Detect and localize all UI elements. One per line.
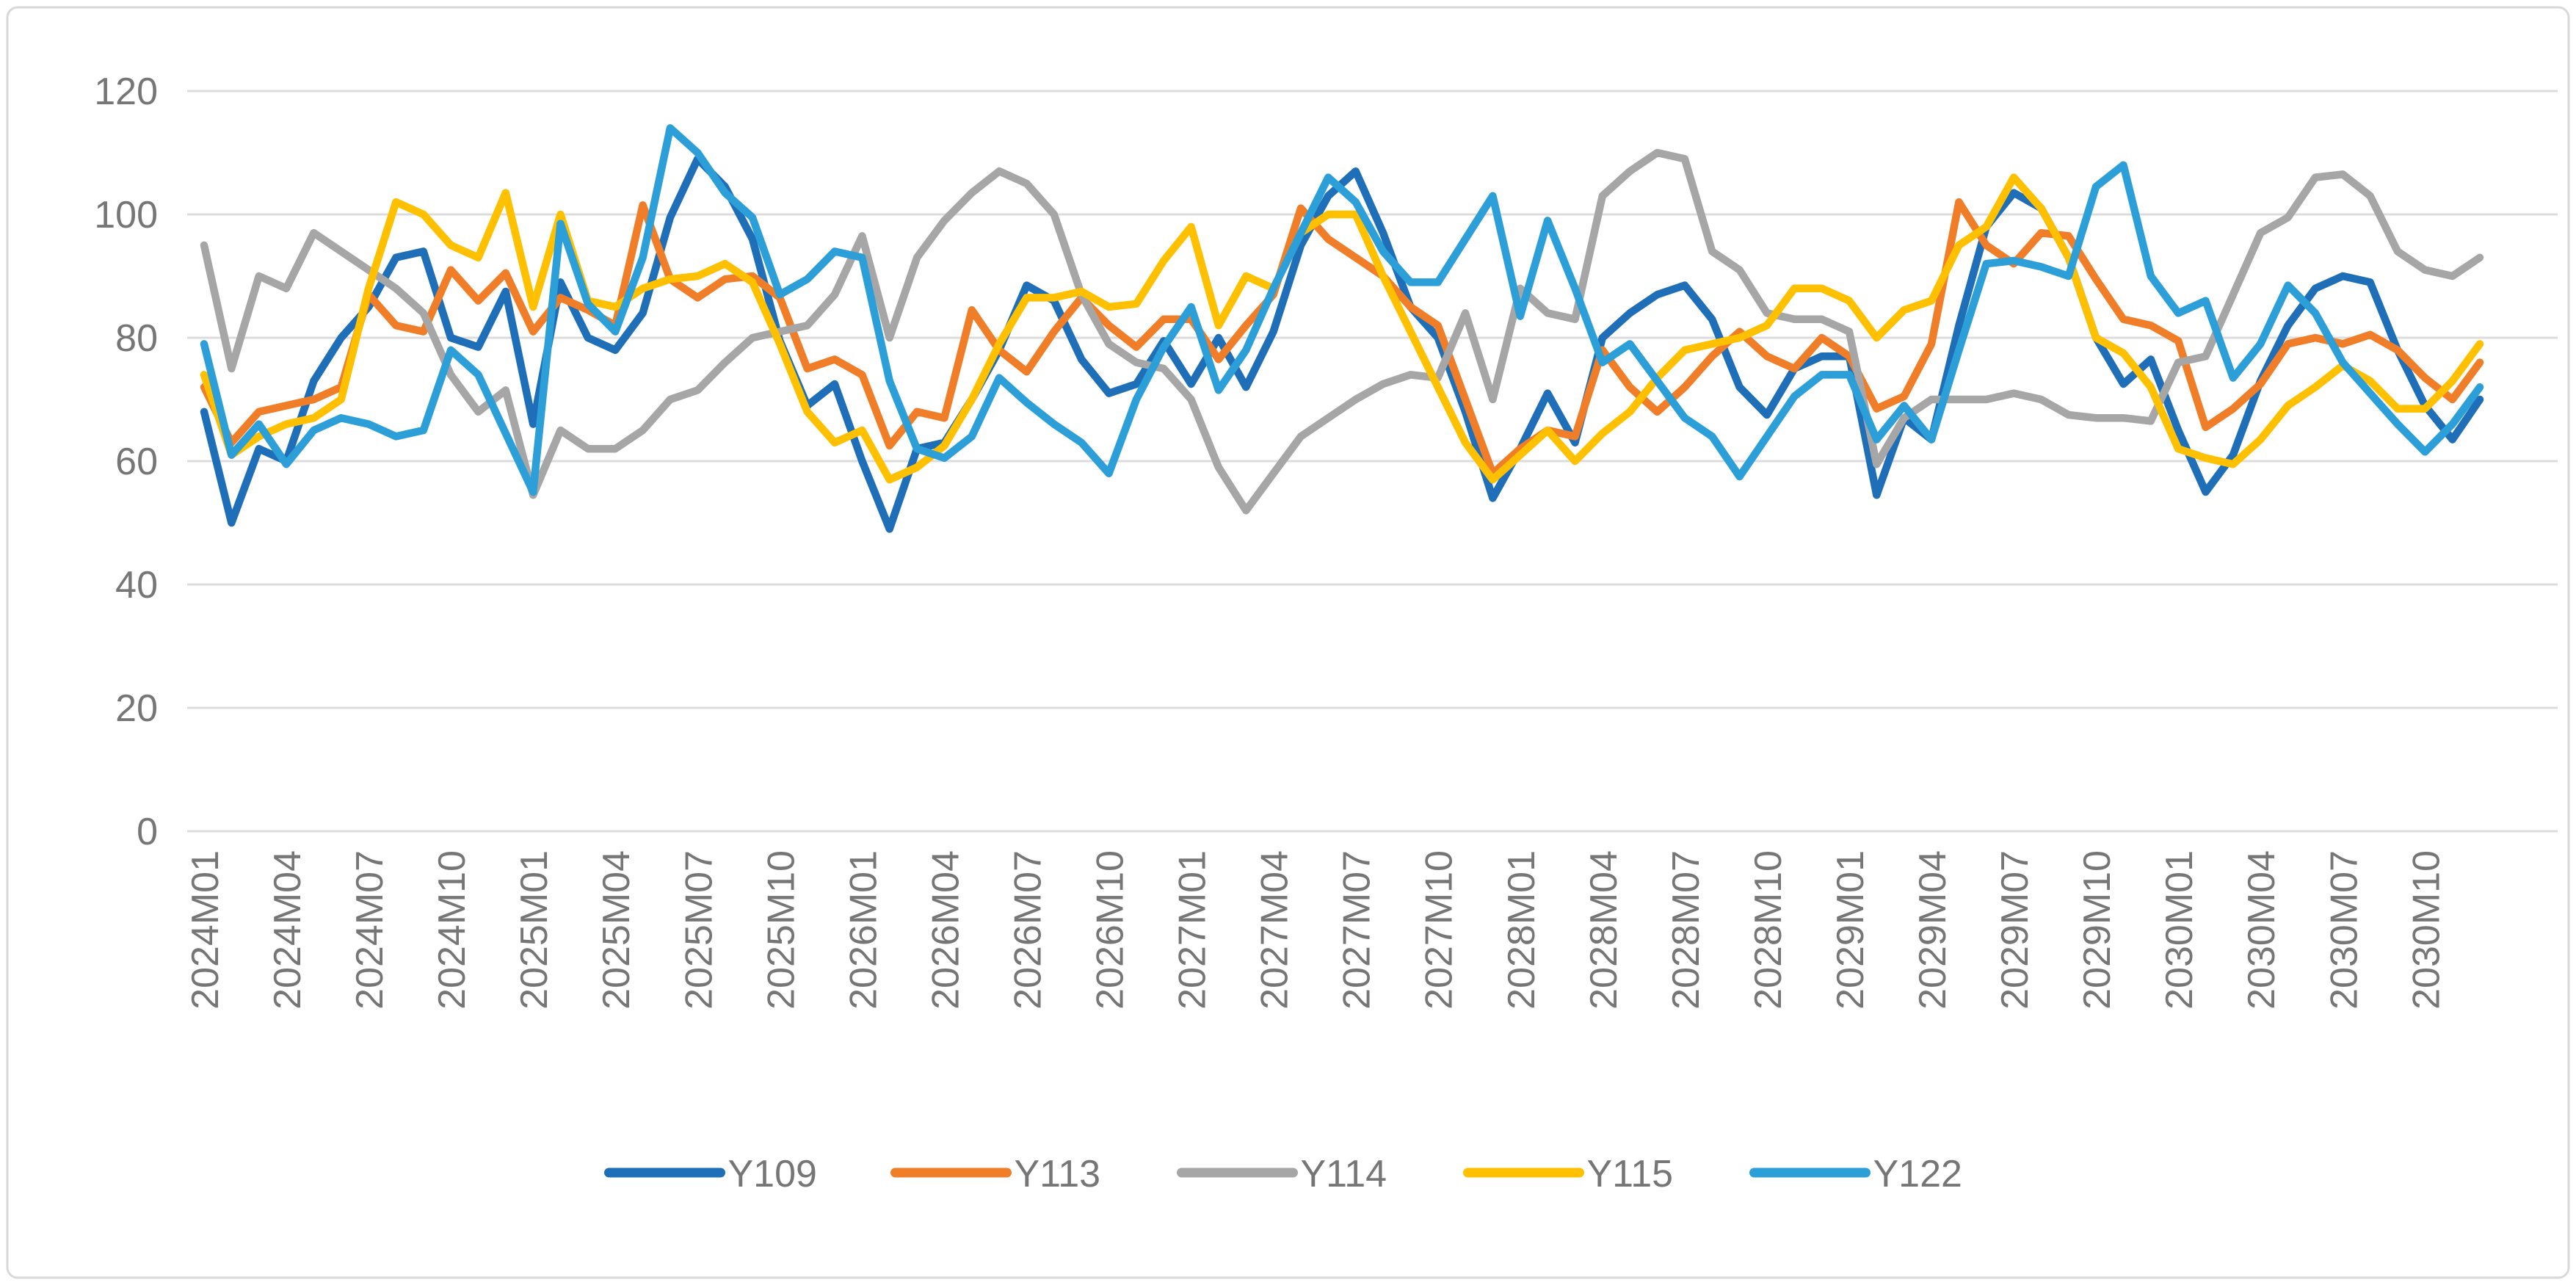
x-tick-label-2029M10: 2029M10 <box>2076 850 2119 1010</box>
y-tick-label-60: 60 <box>115 441 158 483</box>
legend-label-y115: Y115 <box>1587 1153 1674 1195</box>
legend-label-y109: Y109 <box>728 1153 817 1195</box>
y-tick-label-40: 40 <box>115 564 158 607</box>
x-tick-label-2024M07: 2024M07 <box>349 850 391 1010</box>
legend-label-y122: Y122 <box>1873 1153 1962 1195</box>
x-tick-label-2024M01: 2024M01 <box>184 850 227 1010</box>
series-line-y109 <box>200 155 2484 533</box>
x-tick-label-2030M04: 2030M04 <box>2241 850 2283 1010</box>
x-tick-label-2024M04: 2024M04 <box>266 850 309 1010</box>
x-tick-label-2025M10: 2025M10 <box>760 850 802 1010</box>
y-tick-label-120: 120 <box>94 70 158 113</box>
x-tick-label-2029M07: 2029M07 <box>1994 850 2036 1010</box>
x-tick-label-2030M10: 2030M10 <box>2405 850 2448 1010</box>
x-axis-labels: 2024M01 2024M04 2024M07 2024M10 2025M01 2025M… <box>184 850 2448 1010</box>
series-line-y114 <box>200 148 2484 515</box>
y-tick-label-20: 20 <box>115 687 158 730</box>
x-tick-label-2030M01: 2030M01 <box>2158 850 2201 1010</box>
legend-item-y115: Y115 <box>1463 1153 1674 1195</box>
legend: Y109 Y113 Y114 Y115 Y122 <box>604 1153 1962 1195</box>
series-line-y113 <box>200 198 2484 478</box>
x-tick-label-2027M01: 2027M01 <box>1172 850 1214 1010</box>
x-tick-label-2030M07: 2030M07 <box>2323 850 2365 1010</box>
legend-item-y109: Y109 <box>604 1153 817 1195</box>
x-tick-label-2026M01: 2026M01 <box>842 850 885 1010</box>
y-tick-label-100: 100 <box>94 194 158 236</box>
x-tick-label-2025M04: 2025M04 <box>595 850 638 1010</box>
legend-item-y114: Y114 <box>1177 1153 1387 1195</box>
x-tick-label-2028M07: 2028M07 <box>1665 850 1708 1010</box>
x-tick-label-2025M07: 2025M07 <box>678 850 720 1010</box>
x-tick-label-2029M01: 2029M01 <box>1829 850 1872 1010</box>
legend-label-y113: Y113 <box>1015 1153 1101 1195</box>
x-tick-label-2027M10: 2027M10 <box>1418 850 1461 1010</box>
x-tick-label-2027M04: 2027M04 <box>1254 850 1296 1010</box>
x-tick-label-2026M10: 2026M10 <box>1089 850 1132 1010</box>
x-tick-label-2024M10: 2024M10 <box>431 850 474 1010</box>
x-tick-label-2028M04: 2028M04 <box>1583 850 1625 1010</box>
y-tick-label-0: 0 <box>137 811 158 853</box>
legend-label-y114: Y114 <box>1301 1153 1387 1195</box>
x-tick-label-2025M01: 2025M01 <box>513 850 556 1010</box>
y-axis-labels: 0 20 40 60 80 100 120 <box>94 70 158 853</box>
x-tick-label-2029M04: 2029M04 <box>1912 850 1954 1010</box>
x-tick-label-2028M01: 2028M01 <box>1501 850 1543 1010</box>
series-line-y122 <box>200 124 2484 496</box>
legend-item-y122: Y122 <box>1749 1153 1962 1195</box>
x-tick-label-2026M04: 2026M04 <box>924 850 967 1010</box>
x-tick-label-2028M10: 2028M10 <box>1747 850 1790 1010</box>
legend-item-y113: Y113 <box>890 1153 1101 1195</box>
chart-border <box>6 6 2570 1279</box>
x-tick-label-2026M07: 2026M07 <box>1006 850 1049 1010</box>
series-lines <box>200 124 2484 533</box>
y-tick-label-80: 80 <box>115 317 158 360</box>
x-tick-label-2027M07: 2027M07 <box>1336 850 1379 1010</box>
